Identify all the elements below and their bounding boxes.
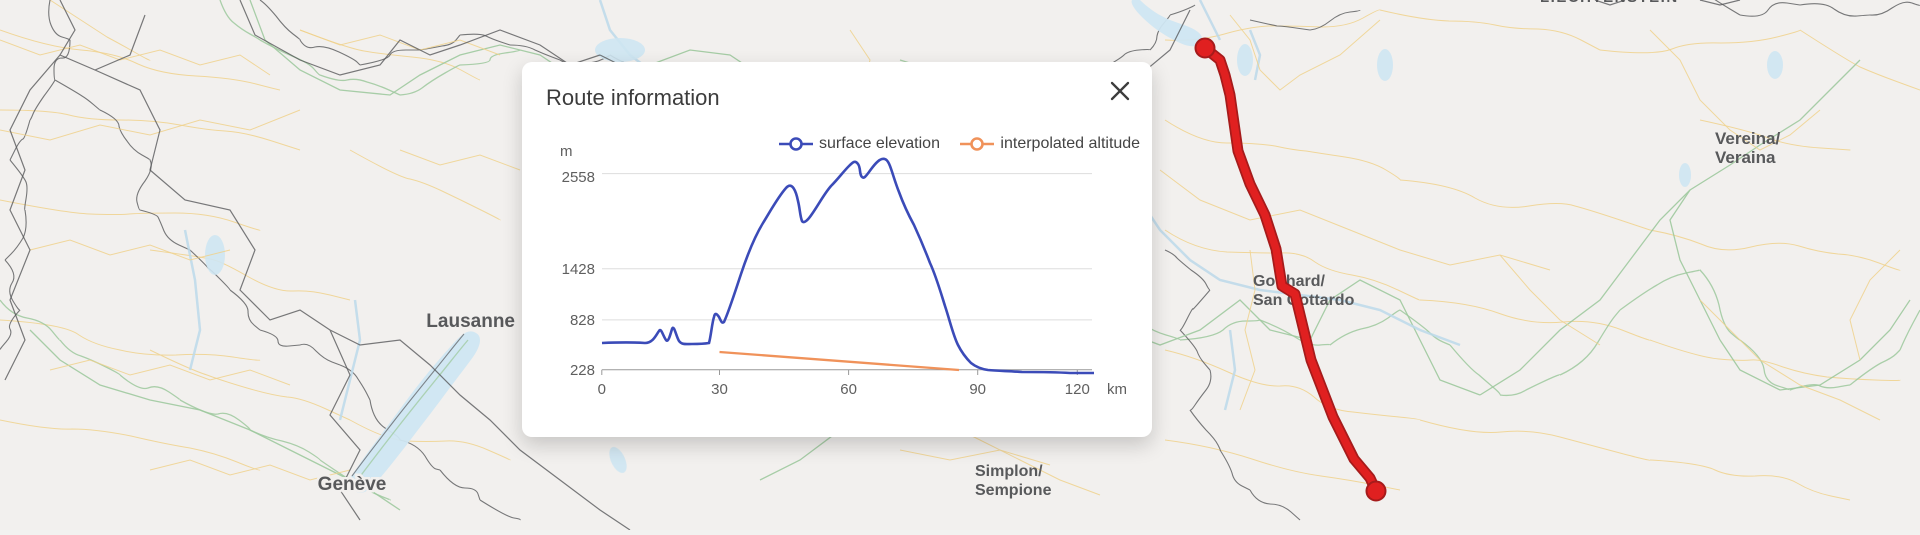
svg-text:60: 60 <box>840 381 857 398</box>
svg-text:828: 828 <box>570 312 595 329</box>
svg-text:30: 30 <box>711 381 728 398</box>
svg-text:Genève: Genève <box>318 474 387 495</box>
svg-text:90: 90 <box>969 381 986 398</box>
svg-text:Vereina/: Vereina/ <box>1715 129 1780 148</box>
svg-text:120: 120 <box>1065 381 1090 398</box>
svg-text:Veraina: Veraina <box>1715 148 1776 167</box>
svg-text:1428: 1428 <box>562 261 595 278</box>
svg-text:m: m <box>560 143 573 160</box>
svg-text:0: 0 <box>598 381 606 398</box>
svg-text:LIECHTENSTEIN: LIECHTENSTEIN <box>1540 0 1679 6</box>
svg-text:km: km <box>1107 381 1127 398</box>
svg-text:2558: 2558 <box>562 169 595 186</box>
svg-text:Simplon/: Simplon/ <box>975 463 1043 480</box>
svg-text:Sempione: Sempione <box>975 482 1052 499</box>
svg-text:Lausanne: Lausanne <box>426 311 515 332</box>
svg-text:228: 228 <box>570 362 595 379</box>
svg-text:San Gottardo: San Gottardo <box>1253 292 1355 309</box>
